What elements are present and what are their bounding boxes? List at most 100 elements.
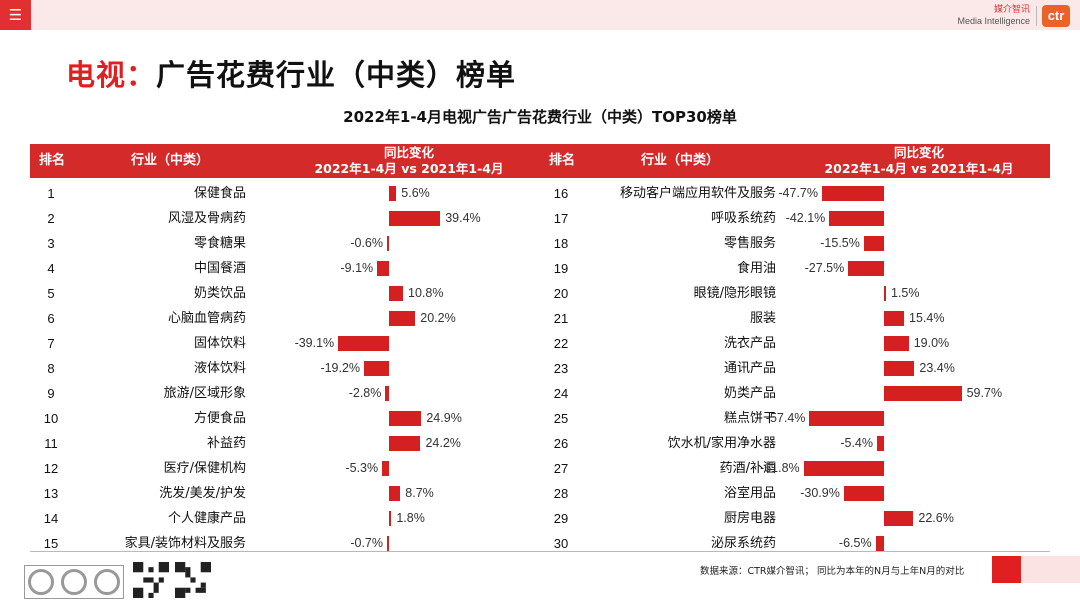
chart-row: 4 中国餐酒 -9.1% (0, 256, 1080, 281)
chart-row: 29 厨房电器 22.6% (0, 506, 1080, 531)
bar (876, 436, 884, 451)
rank-label: 14 (43, 511, 59, 526)
top-bar: ☰ 媒介智讯 Media Intelligence ctr (0, 0, 1080, 30)
value-label: -0.7% (350, 536, 383, 550)
chart-row: 8 液体饮料 -19.2% (0, 356, 1080, 381)
bar (389, 211, 441, 226)
bar (803, 461, 884, 476)
chart-row: 27 药酒/补酒 -61.8% (0, 456, 1080, 481)
industry-label: 液体饮料 (193, 361, 246, 376)
rank-label: 23 (553, 361, 569, 376)
table-header-right: 排名 行业（中类） 同比变化 2022年1-4月 vs 2021年1-4月 (540, 144, 1050, 178)
value-label: -61.8% (760, 461, 800, 475)
rank-label: 10 (43, 411, 59, 426)
bar (848, 261, 884, 276)
industry-label: 药酒/补酒 (719, 461, 776, 476)
bar (385, 386, 389, 401)
bar (821, 186, 884, 201)
bar (382, 461, 389, 476)
value-label: -9.1% (340, 261, 374, 275)
industry-label: 医疗/保健机构 (163, 461, 246, 476)
chart-row: 6 心脑血管病药 20.2% (0, 306, 1080, 331)
bar (843, 486, 884, 501)
bar (389, 511, 392, 526)
rank-label: 25 (553, 411, 569, 426)
value-label: -0.6% (350, 236, 383, 250)
bottom-divider (30, 551, 1050, 552)
chart-row: 3 零食糖果 -0.6% (0, 231, 1080, 256)
bar (389, 486, 401, 501)
industry-label: 奶类产品 (723, 386, 776, 401)
rank-label: 22 (553, 336, 569, 351)
value-label: 1.8% (396, 511, 425, 525)
industry-label: 个人健康产品 (167, 511, 246, 526)
value-label: 15.4% (909, 311, 945, 325)
brand-name-en: Media Intelligence (957, 16, 1030, 26)
industry-label: 眼镜/隐形眼镜 (693, 286, 776, 301)
chart-row: 19 食用油 -27.5% (0, 256, 1080, 281)
industry-label: 移动客户端应用软件及服务 (619, 186, 776, 201)
chart-row: 17 呼吸系统药 -42.1% (0, 206, 1080, 231)
bar (863, 236, 884, 251)
hamburger-menu-icon[interactable]: ☰ (0, 0, 31, 30)
header-industry: 行业（中类） (640, 153, 719, 168)
certification-seals (24, 565, 124, 599)
rank-label: 8 (47, 361, 55, 376)
brand-divider (1036, 6, 1037, 26)
value-label: -57.4% (765, 411, 806, 425)
value-label: -2.8% (348, 386, 382, 400)
industry-label: 洗衣产品 (723, 336, 776, 351)
qr-code-icon (133, 562, 169, 598)
rank-label: 19 (553, 261, 569, 276)
industry-label: 方便食品 (193, 411, 246, 426)
header-change: 同比变化 2022年1-4月 vs 2021年1-4月 (284, 145, 534, 177)
chart-row: 25 糕点饼干 -57.4% (0, 406, 1080, 431)
value-label: 5.6% (401, 186, 430, 200)
chart-row: 20 眼镜/隐形眼镜 1.5% (0, 281, 1080, 306)
bar (387, 236, 389, 251)
rank-label: 13 (43, 486, 59, 501)
chart-row: 24 奶类产品 59.7% (0, 381, 1080, 406)
bar (884, 361, 915, 376)
brand-logo-area: 媒介智讯 Media Intelligence ctr (957, 4, 1070, 28)
rank-label: 17 (553, 211, 569, 226)
industry-label: 中国餐酒 (193, 261, 246, 276)
bar (338, 336, 389, 351)
industry-label: 浴室用品 (723, 486, 776, 501)
rank-label: 9 (47, 386, 55, 401)
value-label: -30.9% (800, 486, 840, 500)
industry-label: 保健食品 (193, 186, 246, 201)
rank-label: 26 (553, 436, 569, 451)
value-label: -27.5% (804, 261, 845, 275)
chart-row: 23 通讯产品 23.4% (0, 356, 1080, 381)
bar (875, 536, 884, 551)
industry-label: 厨房电器 (723, 511, 776, 526)
value-label: -5.3% (345, 461, 379, 475)
rank-label: 21 (553, 311, 569, 326)
chart-row: 13 洗发/美发/护发 8.7% (0, 481, 1080, 506)
chart-row: 22 洗衣产品 19.0% (0, 331, 1080, 356)
rank-label: 30 (553, 536, 569, 551)
bar (829, 211, 884, 226)
rank-label: 6 (47, 311, 55, 326)
header-rank: 排名 (548, 153, 575, 168)
bar (884, 336, 909, 351)
bar (377, 261, 389, 276)
header-change-line1: 同比变化 (383, 145, 434, 160)
chart-row: 1 保健食品 5.6% (0, 181, 1080, 206)
value-label: 1.5% (891, 286, 920, 300)
chart-title: 2022年1-4月电视广告广告花费行业（中类）TOP30榜单 (343, 108, 737, 126)
industry-label: 心脑血管病药 (167, 311, 246, 326)
value-label: 19.0% (913, 336, 950, 350)
industry-label: 洗发/美发/护发 (159, 486, 246, 501)
value-label: 24.2% (425, 436, 461, 450)
rank-label: 3 (47, 236, 55, 251)
value-label: -19.2% (320, 361, 361, 375)
header-industry: 行业（中类） (130, 153, 209, 168)
chart-row: 7 固体饮料 -39.1% (0, 331, 1080, 356)
industry-label: 旅游/区域形象 (163, 386, 246, 401)
rank-label: 27 (553, 461, 569, 476)
industry-label: 零食糖果 (193, 236, 246, 251)
footer-red-block (992, 556, 1021, 583)
chart-row: 2 风湿及骨病药 39.4% (0, 206, 1080, 231)
